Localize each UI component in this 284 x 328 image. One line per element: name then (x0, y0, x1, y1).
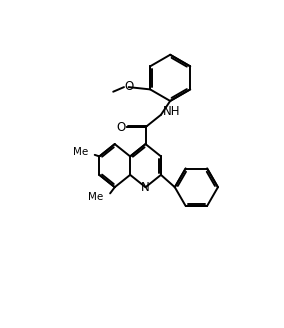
Text: Me: Me (72, 147, 88, 157)
Text: O: O (124, 80, 133, 93)
Text: NH: NH (163, 105, 181, 118)
Text: Me: Me (88, 192, 103, 202)
Text: O: O (116, 121, 126, 133)
Text: N: N (141, 181, 150, 195)
